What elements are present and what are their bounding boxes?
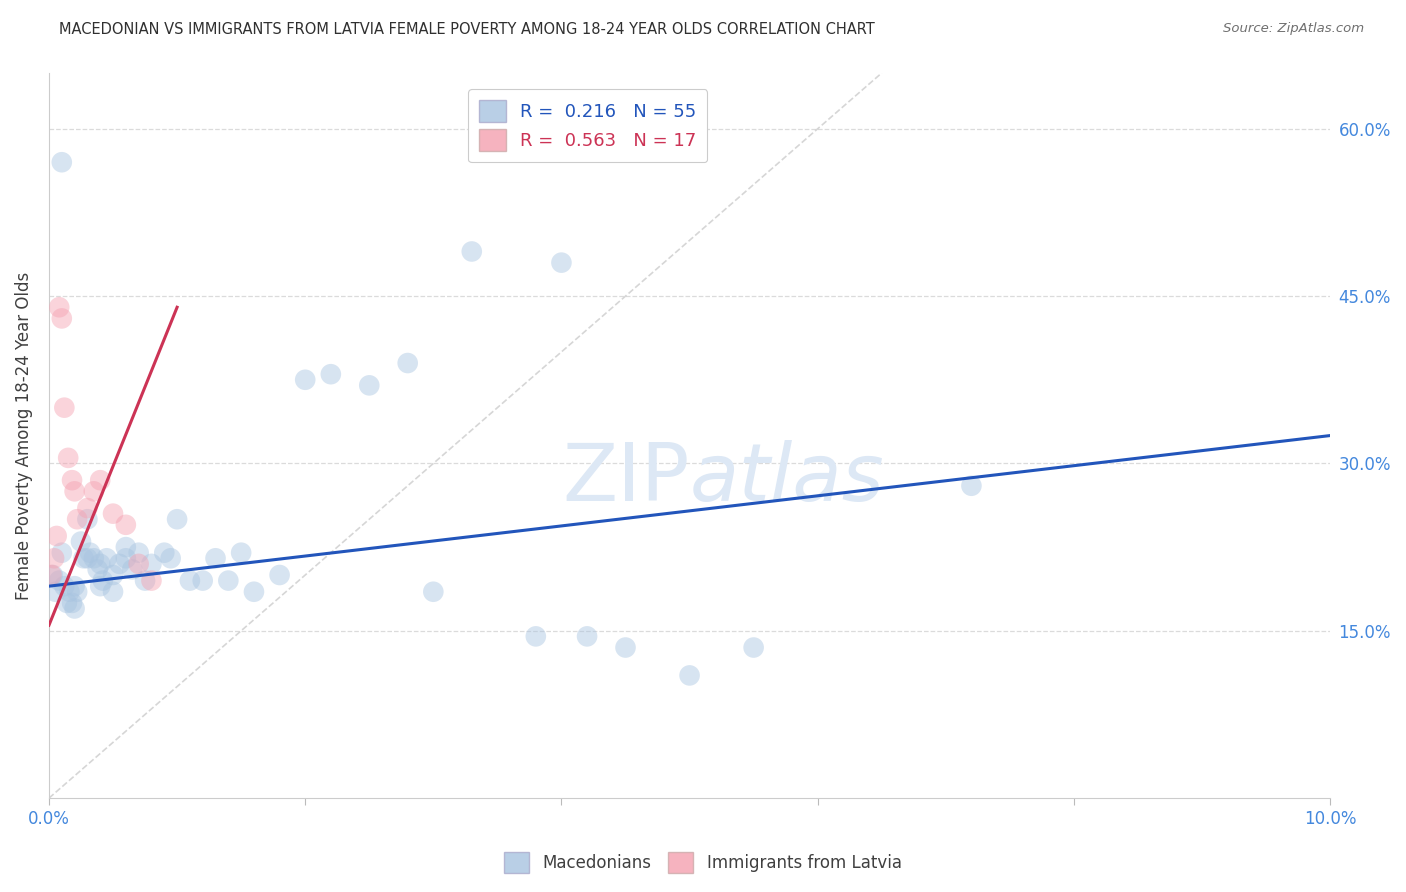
Point	[89, 579, 111, 593]
Legend: R =  0.216   N = 55, R =  0.563   N = 17: R = 0.216 N = 55, R = 0.563 N = 17	[468, 89, 707, 162]
Point	[550, 255, 572, 269]
Point	[44, 584, 66, 599]
Point	[614, 640, 637, 655]
Point	[153, 546, 176, 560]
Point	[101, 568, 124, 582]
Point	[86, 562, 108, 576]
Point	[576, 629, 599, 643]
Point	[48, 574, 70, 588]
Point	[204, 551, 226, 566]
Point	[115, 540, 138, 554]
Point	[89, 473, 111, 487]
Point	[51, 155, 73, 169]
Point	[76, 551, 98, 566]
Point	[115, 551, 138, 566]
Y-axis label: Female Poverty Among 18-24 Year Olds: Female Poverty Among 18-24 Year Olds	[15, 271, 32, 599]
Point	[96, 551, 118, 566]
Point	[319, 368, 342, 382]
Point	[51, 546, 73, 560]
Legend: Macedonians, Immigrants from Latvia: Macedonians, Immigrants from Latvia	[498, 846, 908, 880]
Text: atlas: atlas	[689, 440, 884, 518]
Point	[70, 534, 93, 549]
Point	[60, 473, 83, 487]
Point	[179, 574, 201, 588]
Point	[359, 378, 381, 392]
Point	[53, 401, 76, 415]
Point	[121, 562, 143, 576]
Point	[294, 373, 316, 387]
Point	[76, 512, 98, 526]
Point	[56, 596, 79, 610]
Point	[269, 568, 291, 582]
Point	[63, 601, 86, 615]
Point	[72, 551, 94, 566]
Point	[524, 629, 547, 643]
Point	[141, 557, 163, 571]
Point	[134, 574, 156, 588]
Point	[115, 517, 138, 532]
Point	[79, 546, 101, 560]
Text: Source: ZipAtlas.com: Source: ZipAtlas.com	[1223, 22, 1364, 36]
Point	[83, 551, 105, 566]
Point	[101, 507, 124, 521]
Point	[141, 574, 163, 588]
Point	[58, 584, 80, 599]
Point	[91, 574, 114, 588]
Point	[89, 557, 111, 571]
Point	[83, 484, 105, 499]
Text: ZIP: ZIP	[562, 440, 689, 518]
Point	[76, 501, 98, 516]
Point	[60, 596, 83, 610]
Point	[108, 557, 131, 571]
Point	[191, 574, 214, 588]
Point	[48, 300, 70, 314]
Point	[51, 311, 73, 326]
Point	[66, 512, 89, 526]
Point	[42, 568, 65, 582]
Point	[63, 484, 86, 499]
Point	[742, 640, 765, 655]
Point	[243, 584, 266, 599]
Point	[396, 356, 419, 370]
Point	[128, 557, 150, 571]
Point	[159, 551, 181, 566]
Point	[56, 450, 79, 465]
Point	[41, 568, 63, 582]
Point	[101, 584, 124, 599]
Text: MACEDONIAN VS IMMIGRANTS FROM LATVIA FEMALE POVERTY AMONG 18-24 YEAR OLDS CORREL: MACEDONIAN VS IMMIGRANTS FROM LATVIA FEM…	[59, 22, 875, 37]
Point	[231, 546, 253, 560]
Point	[217, 574, 239, 588]
Point	[63, 579, 86, 593]
Point	[66, 584, 89, 599]
Point	[166, 512, 188, 526]
Point	[53, 579, 76, 593]
Point	[128, 546, 150, 560]
Point	[42, 551, 65, 566]
Point	[422, 584, 444, 599]
Point	[678, 668, 700, 682]
Point	[461, 244, 484, 259]
Point	[960, 479, 983, 493]
Point	[45, 529, 67, 543]
